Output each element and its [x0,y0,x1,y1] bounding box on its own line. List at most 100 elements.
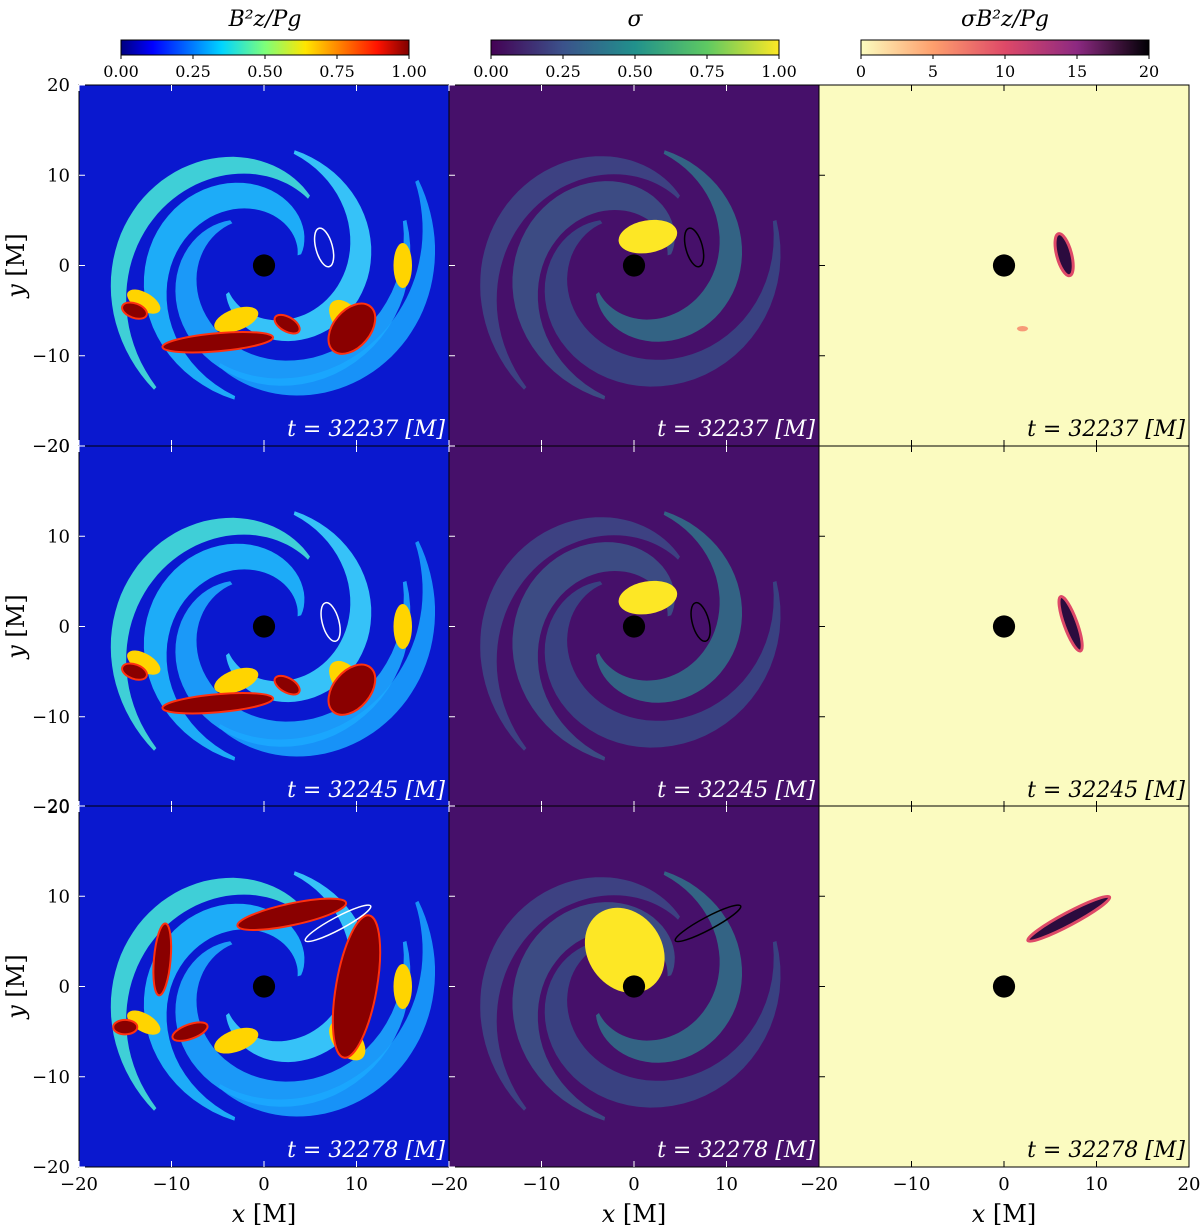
colorbar-tick-label: 0.00 [473,62,509,81]
panel-r1-c2: t = 32237 [M] [448,84,820,447]
panel-content [480,150,781,400]
y-tick-label: 10 [47,165,70,186]
sigma-high-region [618,219,678,254]
field-arm [226,150,372,342]
field-arm [110,877,310,1111]
y-tick-label: 10 [47,886,70,907]
colorbar-tick-label: 0.75 [319,62,355,81]
sigma-arm [544,941,781,1108]
panel-r3-c1: t = 32278 [M] [78,805,450,1168]
sigma-arm [544,220,781,387]
colorbar-tick-label: 0 [856,62,866,81]
x-tick-label: −20 [800,1174,838,1195]
time-label: t = 32237 [M] [1027,417,1185,442]
black-hole-marker [992,254,1016,277]
y-axis-label: y [M] [2,954,30,1020]
colorbar-gradient [860,39,1150,56]
field-arm [143,182,305,400]
product-feature [1057,595,1084,653]
field-arm [226,511,372,703]
x-tick-label: −10 [893,1174,931,1195]
colorbar-tick-label: 0.75 [689,62,725,81]
time-label: t = 32278 [M] [657,1138,815,1163]
axis-labels: −20 −10 0 10 20 y [M] −20 −10 0 10 20 y [M] −20 −10 0 1… [2,75,1200,1228]
panel-r2-c3: t = 32245 [M] [818,445,1190,808]
y-tick-label: −20 [32,436,70,457]
x-axis-label: x [M] [972,1200,1036,1228]
x-tick-label: 0 [258,1174,269,1195]
y-tick-label: −20 [32,797,70,818]
time-label: t = 32278 [M] [1027,1138,1185,1163]
sigma-arm [512,181,675,400]
x-tick-label: 0 [998,1174,1009,1195]
colorbar-gradient [490,39,780,56]
y-tick-label: −10 [32,1067,70,1088]
field-core [331,914,382,1059]
sigma-arm [480,517,680,751]
x-tick-label: −20 [430,1174,468,1195]
field-blob [214,306,259,333]
panel-r3-c3: t = 32278 [M] [818,805,1190,1168]
colorbar-tick-label: 0.25 [175,62,211,81]
plasmoid-contour [690,601,711,643]
black-hole-marker [252,615,276,638]
field-arm [175,941,411,1107]
black-hole-marker [622,975,646,998]
y-tick-label: 20 [47,75,70,96]
black-hole-marker [992,615,1016,638]
colorbar-tick-label: 5 [928,62,938,81]
time-label: t = 32245 [M] [657,778,815,803]
plasmoid-contour [320,601,341,643]
product-feature [1016,325,1029,332]
x-tick-label: 10 [345,1174,368,1195]
colorbar-title: σ [627,7,643,32]
colorbar-tick-label: 10 [995,62,1015,81]
field-core [152,922,173,997]
field-core [327,302,377,355]
field-core [236,897,348,931]
field-core [161,331,275,354]
y-tick-label: 0 [59,617,70,638]
time-label: t = 32237 [M] [287,417,445,442]
sigma-arm [512,542,675,761]
colorbar-title: B²z/Pg [228,7,302,32]
y-tick-label: 10 [47,526,70,547]
field-arm [110,156,310,390]
colorbar-title: σB²z/Pg [961,7,1049,32]
y-tick-label: 20 [47,796,70,817]
product-feature [1053,232,1075,278]
time-label: t = 32278 [M] [287,1138,445,1163]
sigma-arm [512,902,675,1121]
field-blob [393,603,412,650]
y-tick-label: −10 [32,707,70,728]
y-tick-label: 0 [59,977,70,998]
x-tick-label: 10 [715,1174,738,1195]
sigma-arm [596,511,742,703]
field-blob [127,650,161,675]
panel-content [992,595,1084,653]
field-arm [143,903,305,1121]
time-label: t = 32245 [M] [1027,778,1185,803]
colorbar-tick-label: 0.50 [617,62,653,81]
black-hole-marker [252,254,276,277]
field-blob [393,242,412,289]
y-tick-label: −20 [32,1157,70,1178]
sigma-arm [596,871,742,1063]
sigma-arm [480,156,680,390]
panel-content [110,511,435,761]
x-tick-label: −20 [60,1174,98,1195]
colorbar-tick-label: 0.25 [545,62,581,81]
field-core [121,301,148,320]
black-hole-marker [622,254,646,277]
colorbar-2: σ 0.00 0.25 0.50 0.75 1.00 [473,7,797,81]
x-axis-label: x [M] [232,1200,296,1228]
y-axis-label: y [M] [2,233,30,299]
panel-content [480,511,781,761]
field-blob [127,1010,161,1035]
field-core [161,692,275,715]
colorbar-tick-label: 1.00 [391,62,427,81]
panel-r3-c2: t = 32278 [M] [448,805,820,1168]
x-tick-label: 0 [628,1174,639,1195]
time-label: t = 32237 [M] [657,417,815,442]
